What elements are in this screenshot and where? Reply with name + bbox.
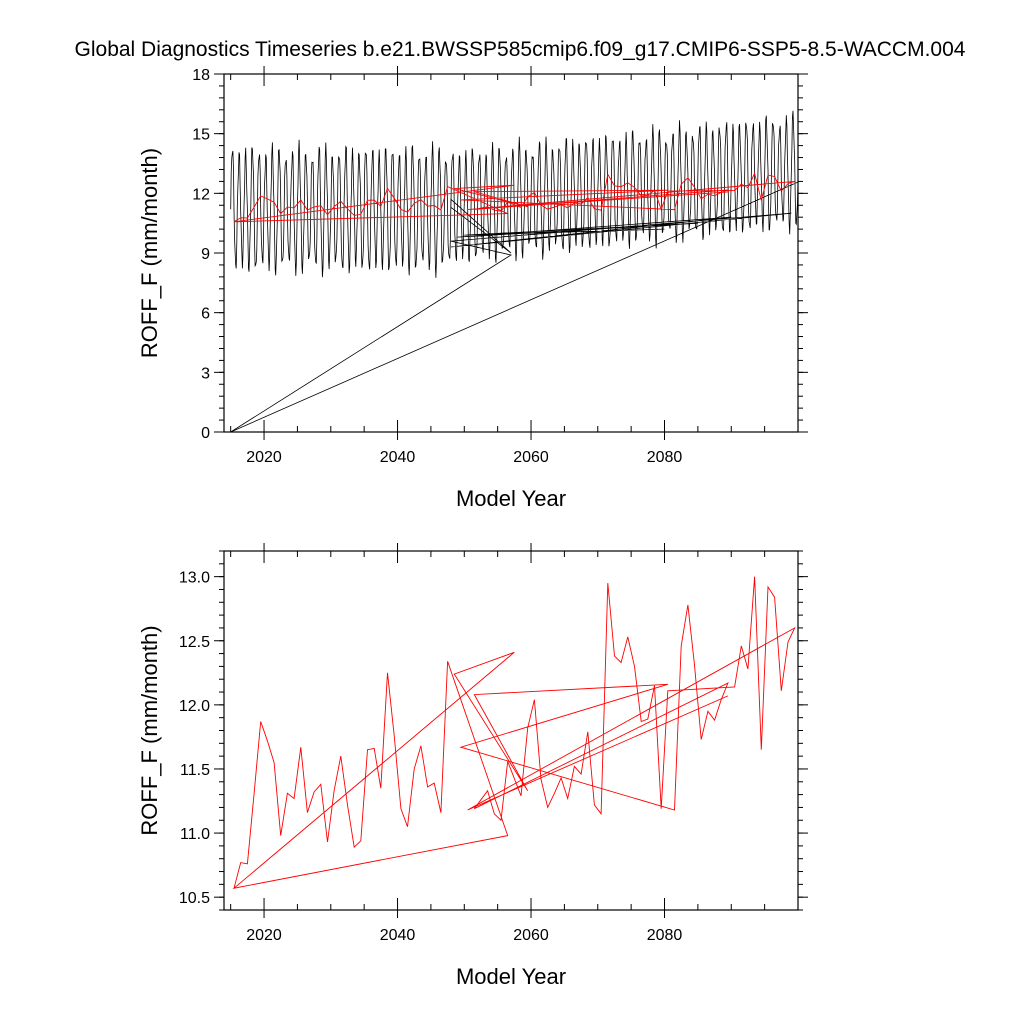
x-tick-label: 2040 [380, 927, 416, 944]
x-tick-label: 2040 [380, 449, 416, 466]
annual-series-line [232, 576, 796, 889]
axis-ticks [214, 543, 808, 918]
y-axis-label: ROFF_F (mm/month) [137, 148, 162, 358]
y-tick-label: 15 [192, 127, 210, 144]
plot-frame [223, 73, 799, 433]
x-tick-label: 2080 [647, 927, 683, 944]
x-tick-label: 2020 [246, 449, 282, 466]
y-tick-label: 10.5 [179, 890, 210, 907]
y-tick-label: 3 [201, 365, 210, 382]
annual-series-line [233, 172, 795, 223]
x-tick-label: 2060 [513, 927, 549, 944]
monthly-series-line [230, 110, 798, 432]
page-title: Global Diagnostics Timeseries b.e21.BWSS… [75, 38, 966, 61]
y-tick-label: 6 [201, 306, 210, 323]
plot-frame [223, 550, 799, 911]
bottom-panel: 2020 2040 2060 2080 10.5 11.0 11.5 12.0 12.5 13.0… [137, 543, 808, 989]
x-axis-label: Model Year [456, 964, 566, 989]
y-tick-label: 12.0 [179, 698, 210, 715]
y-tick-label: 18 [192, 67, 210, 84]
y-tick-label: 11.0 [180, 826, 210, 843]
y-tick-label: 13.0 [179, 570, 210, 587]
x-axis-label: Model Year [456, 486, 566, 511]
y-tick-label: 9 [201, 246, 210, 263]
y-tick-label: 0 [201, 425, 210, 442]
x-tick-label: 2080 [647, 449, 683, 466]
x-tick-label: 2060 [513, 449, 549, 466]
y-tick-label: 12 [192, 186, 210, 203]
y-axis-label: ROFF_F (mm/month) [137, 625, 162, 835]
x-tick-label: 2020 [246, 927, 282, 944]
axis-ticks [214, 66, 808, 440]
y-tick-label: 11.5 [180, 762, 210, 779]
y-tick-label: 12.5 [179, 634, 210, 651]
top-panel: 2020 2040 2060 2080 0 3 6 9 12 15 18 Model Year ROFF… [137, 66, 808, 511]
